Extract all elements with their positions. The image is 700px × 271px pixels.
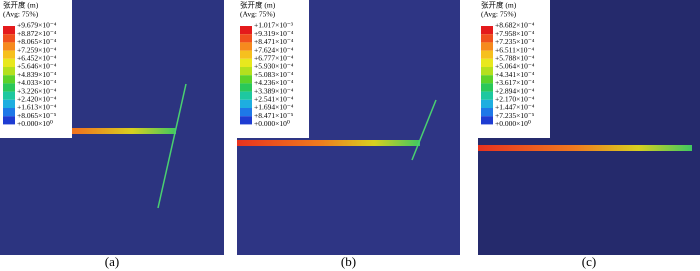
legend-swatch xyxy=(481,58,493,67)
legend-swatch xyxy=(240,108,252,117)
legend-swatch xyxy=(481,42,493,51)
caption: (a) xyxy=(105,254,119,269)
legend-label: +5.646×10⁻⁴ xyxy=(17,62,57,71)
caption: (b) xyxy=(341,254,356,269)
legend-swatch xyxy=(3,42,15,51)
legend-swatch xyxy=(240,99,252,108)
legend-swatch xyxy=(481,83,493,92)
legend-label: +8.682×10⁻⁴ xyxy=(495,21,535,30)
legend-label: +2.170×10⁻⁴ xyxy=(495,95,535,104)
legend-swatch xyxy=(481,108,493,117)
legend-label: +7.235×10⁻⁴ xyxy=(495,37,535,46)
legend-label: +9.319×10⁻⁴ xyxy=(254,29,294,38)
legend-title: 张开度 (m) xyxy=(481,0,517,10)
legend-swatch xyxy=(3,116,15,125)
legend-label: +5.064×10⁻⁴ xyxy=(495,62,535,71)
legend-swatch xyxy=(481,50,493,59)
legend-swatch xyxy=(481,116,493,125)
crack-branch xyxy=(411,99,437,161)
legend-label: +6.777×10⁻⁴ xyxy=(254,54,294,63)
legend-label: +3.617×10⁻⁴ xyxy=(495,78,535,87)
legend-swatch xyxy=(481,67,493,76)
legend-swatch xyxy=(240,26,252,35)
legend-swatch xyxy=(3,50,15,59)
legend-label: +7.624×10⁻⁴ xyxy=(254,45,294,54)
legend-label: +6.452×10⁻⁴ xyxy=(17,54,57,63)
legend-label: +8.471×10⁻⁴ xyxy=(254,37,294,46)
legend-subtitle: (Avg: 75%) xyxy=(240,10,276,19)
legend-swatch xyxy=(3,58,15,67)
legend-swatch xyxy=(3,99,15,108)
legend-swatch xyxy=(481,91,493,100)
legend-label: +1.613×10⁻⁴ xyxy=(17,103,57,112)
legend-swatch xyxy=(240,58,252,67)
legend-label: +0.000×10⁰ xyxy=(17,119,53,128)
legend-label: +5.788×10⁻⁴ xyxy=(495,54,535,63)
caption: (c) xyxy=(582,254,596,269)
legend-swatch xyxy=(240,34,252,43)
legend-label: +8.872×10⁻⁴ xyxy=(17,29,57,38)
legend-label: +4.839×10⁻⁴ xyxy=(17,70,57,79)
legend-swatch xyxy=(481,26,493,35)
legend-label: +5.930×10⁻⁴ xyxy=(254,62,294,71)
legend-swatch xyxy=(240,67,252,76)
crack-branch xyxy=(157,83,187,209)
legend-label: +1.017×10⁻³ xyxy=(254,21,294,30)
legend-swatch xyxy=(3,34,15,43)
legend-label: +9.679×10⁻⁴ xyxy=(17,21,57,30)
legend-swatch xyxy=(240,75,252,84)
legend-label: +0.000×10⁰ xyxy=(254,119,290,128)
legend-label: +4.033×10⁻⁴ xyxy=(17,78,57,87)
legend-label: +8.471×10⁻⁵ xyxy=(254,111,294,120)
legend-label: +6.511×10⁻⁴ xyxy=(495,45,535,54)
legend-swatch xyxy=(240,91,252,100)
legend-swatch xyxy=(240,116,252,125)
legend-swatch xyxy=(240,83,252,92)
legend-label: +2.420×10⁻⁴ xyxy=(17,95,57,104)
legend-swatch xyxy=(3,26,15,35)
legend-title: 张开度 (m) xyxy=(240,0,276,10)
legend-label: +8.065×10⁻⁴ xyxy=(17,37,57,46)
legend-label: +7.958×10⁻⁴ xyxy=(495,29,535,38)
legend-swatch xyxy=(481,75,493,84)
legend-label: +2.894×10⁻⁴ xyxy=(495,86,535,95)
legend-subtitle: (Avg: 75%) xyxy=(481,10,517,19)
legend-swatch xyxy=(240,42,252,51)
legend-swatch xyxy=(481,99,493,108)
legend-label: +7.259×10⁻⁴ xyxy=(17,45,57,54)
legend-label: +0.000×10⁰ xyxy=(495,119,531,128)
legend-label: +7.235×10⁻⁵ xyxy=(495,111,535,120)
legend-label: +5.083×10⁻⁴ xyxy=(254,70,294,79)
legend-swatch xyxy=(240,50,252,59)
crack-band xyxy=(478,145,692,151)
legend-swatch xyxy=(3,108,15,117)
legend-swatch xyxy=(3,91,15,100)
legend-title: 张开度 (m) xyxy=(3,0,39,10)
legend-swatch xyxy=(3,83,15,92)
legend-label: +3.226×10⁻⁴ xyxy=(17,86,57,95)
crack-band xyxy=(0,128,176,134)
legend-label: +4.236×10⁻⁴ xyxy=(254,78,294,87)
crack-band xyxy=(237,140,420,146)
legend-subtitle: (Avg: 75%) xyxy=(3,10,39,19)
legend-label: +2.541×10⁻⁴ xyxy=(254,95,294,104)
legend-label: +8.065×10⁻⁵ xyxy=(17,111,57,120)
legend-swatch xyxy=(481,34,493,43)
legend-label: +4.341×10⁻⁴ xyxy=(495,70,535,79)
legend-swatch xyxy=(3,67,15,76)
legend-swatch xyxy=(3,75,15,84)
legend-label: +3.389×10⁻⁴ xyxy=(254,86,294,95)
legend-label: +1.694×10⁻⁴ xyxy=(254,103,294,112)
legend-label: +1.447×10⁻⁴ xyxy=(495,103,535,112)
